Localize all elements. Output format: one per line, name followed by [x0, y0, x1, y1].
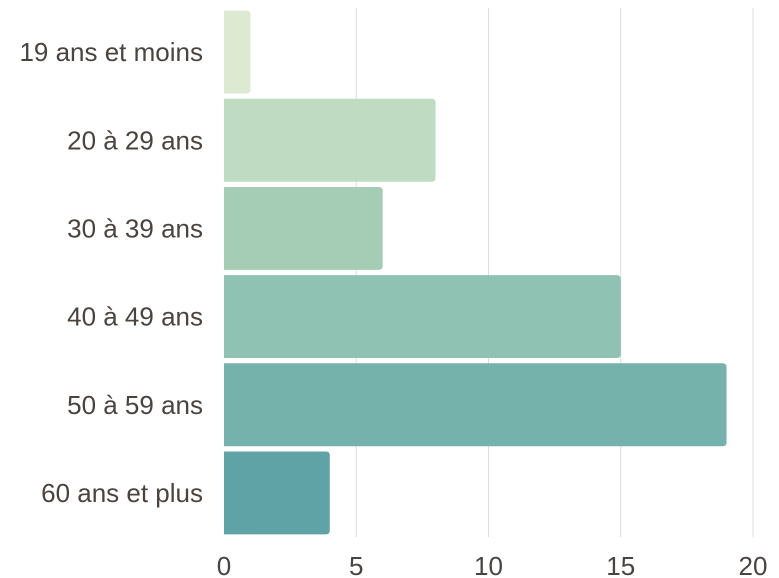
bar-4	[224, 363, 727, 447]
x-tick-label-10: 10	[474, 551, 503, 578]
bar-1	[224, 98, 436, 182]
category-label-4: 50 à 59 ans	[67, 390, 203, 420]
category-label-3: 40 à 49 ans	[67, 302, 203, 332]
bar-0	[224, 10, 251, 94]
bar-5	[224, 451, 330, 535]
x-tick-label-5: 5	[349, 551, 363, 578]
category-label-2: 30 à 39 ans	[67, 213, 203, 243]
category-labels: 19 ans et moins 20 à 29 ans 30 à 39 ans 40 …	[19, 37, 203, 508]
bars	[224, 10, 727, 535]
bar-2	[224, 186, 383, 270]
bar-3	[224, 275, 621, 359]
x-tick-label-20: 20	[739, 551, 768, 578]
category-label-1: 20 à 29 ans	[67, 125, 203, 155]
x-axis-ticks: 0 5 10 15 20	[217, 551, 768, 578]
gridlines	[355, 8, 754, 537]
category-label-5: 60 ans et plus	[41, 478, 203, 508]
x-tick-label-15: 15	[606, 551, 635, 578]
category-label-0: 19 ans et moins	[19, 37, 203, 67]
x-tick-label-0: 0	[217, 551, 231, 578]
